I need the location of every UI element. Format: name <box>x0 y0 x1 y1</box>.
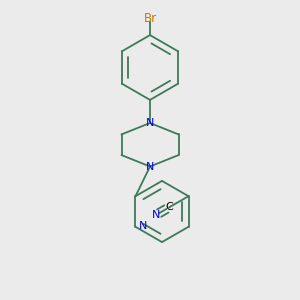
Text: N: N <box>146 118 154 128</box>
Text: N: N <box>152 210 161 220</box>
Text: Br: Br <box>143 12 157 25</box>
Text: N: N <box>139 221 147 231</box>
Text: C: C <box>165 202 173 212</box>
Text: N: N <box>146 161 154 172</box>
